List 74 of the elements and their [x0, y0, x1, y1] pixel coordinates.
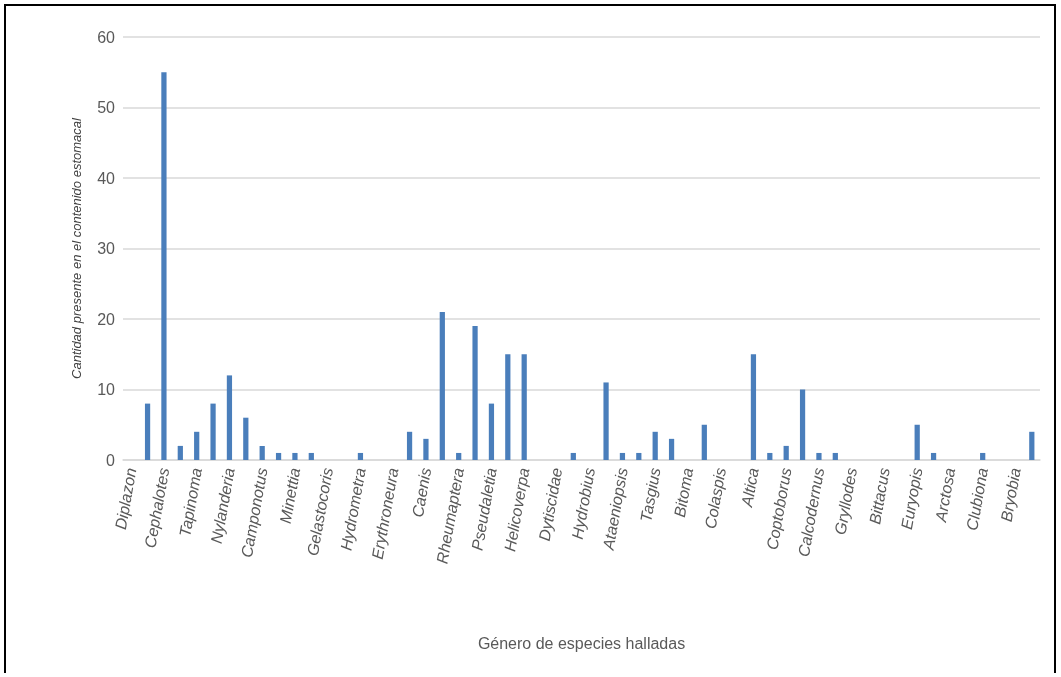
bar — [750, 354, 757, 460]
y-tick-label: 30 — [97, 240, 116, 257]
x-tick-label: Calcodernus — [794, 466, 828, 558]
bar — [914, 424, 920, 460]
bar — [930, 452, 937, 460]
x-tick-label: Hydrometra — [337, 466, 369, 552]
y-tick-label: 0 — [106, 451, 116, 469]
x-tick-label: Tapinoma — [176, 466, 206, 539]
bar — [619, 452, 626, 460]
bar — [472, 326, 478, 460]
bar — [980, 452, 986, 460]
x-tick-label: Gryllodes — [831, 466, 861, 537]
x-tick-label: Rheumaptera — [433, 466, 468, 565]
x-tick-label: Euryopis — [897, 466, 926, 531]
bar — [194, 431, 200, 460]
x-tick-label: Altica — [738, 466, 762, 509]
bar — [357, 452, 364, 460]
y-tick-label: 10 — [97, 381, 116, 398]
x-tick-label: Erythroneura — [368, 466, 402, 561]
bar — [832, 452, 838, 460]
x-tick-label: Gelastocoris — [303, 466, 337, 558]
bar — [636, 452, 642, 460]
bar — [210, 403, 216, 460]
y-tick-label: 60 — [97, 28, 116, 46]
x-tick-label: Hydrobius — [568, 466, 599, 541]
bar — [439, 311, 445, 460]
y-axis-title: Cantidad presente en el contenido estomacal — [69, 116, 84, 379]
x-tick-label: Nylanderia — [207, 466, 238, 545]
bar — [161, 72, 167, 460]
x-tick-label: Tasgius — [637, 466, 664, 524]
y-tick-label: 50 — [97, 99, 116, 116]
bar — [275, 452, 282, 460]
x-tick-label: Pseudaletia — [468, 466, 500, 552]
bar — [259, 445, 265, 460]
bar — [456, 452, 462, 460]
x-tick-label: Cephalotes — [141, 466, 173, 550]
x-tick-label: Bitoma — [670, 466, 697, 519]
x-tick-label: Caenis — [408, 466, 435, 519]
x-tick-label: Colaspis — [701, 466, 730, 530]
y-tick-label: 40 — [97, 169, 116, 187]
x-tick-label: Clubiona — [963, 466, 992, 532]
x-tick-label: Arctosa — [931, 466, 959, 524]
x-tick-label: Helicoverpa — [501, 466, 533, 553]
bar — [1029, 431, 1035, 460]
bar — [570, 452, 576, 460]
bar — [799, 389, 806, 460]
bar — [816, 452, 822, 460]
bar — [292, 452, 298, 460]
bar — [144, 403, 151, 460]
bar — [177, 445, 183, 460]
bar — [423, 438, 429, 460]
bar — [701, 424, 707, 460]
bar — [226, 375, 233, 460]
x-tick-label: Ataeniopsis — [599, 466, 631, 552]
bar — [783, 445, 789, 460]
bar — [652, 431, 658, 460]
bar — [243, 417, 249, 460]
x-tick-label: Bittacus — [866, 466, 893, 526]
bar — [668, 438, 675, 460]
x-axis-title: Género de especies halladas — [477, 634, 686, 652]
bar — [308, 452, 314, 460]
bar — [603, 382, 609, 460]
bar — [488, 403, 495, 460]
y-tick-label: 20 — [97, 310, 116, 328]
bar — [406, 431, 413, 460]
x-tick-label: Dytiscidae — [535, 466, 566, 543]
bar — [505, 354, 511, 460]
bar — [521, 354, 527, 460]
bar — [767, 452, 773, 460]
x-tick-label: Diplazon — [111, 466, 140, 531]
x-tick-label: Bryobia — [997, 466, 1024, 523]
x-tick-label: Minettia — [276, 466, 304, 525]
x-tick-label: Camponotus — [238, 466, 271, 559]
x-tick-label: Coptoborus — [763, 466, 795, 551]
